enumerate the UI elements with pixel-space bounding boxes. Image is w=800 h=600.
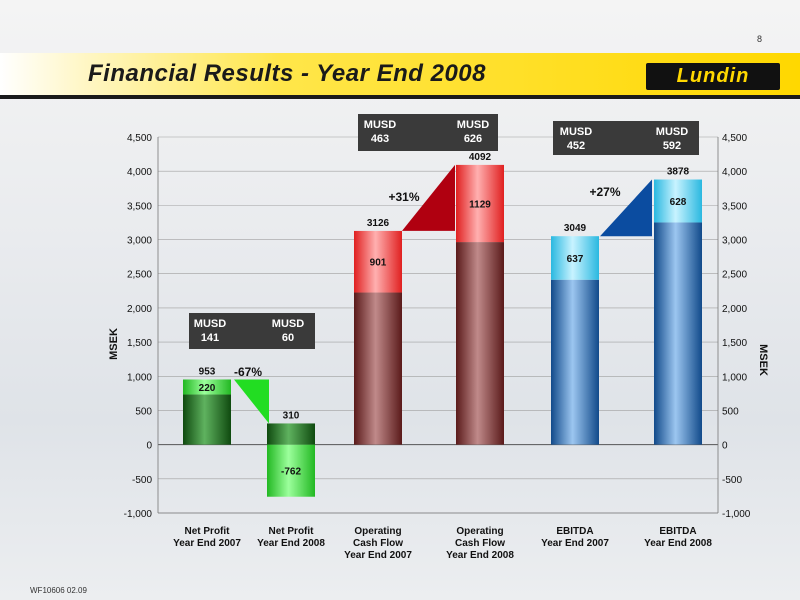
bar-total-label: 3126 (367, 218, 390, 229)
x-category-label: Year End 2008 (257, 538, 325, 549)
musd-value-b: 60 (282, 332, 294, 344)
bar-base (551, 279, 599, 445)
y-tick-label-left: 2,500 (127, 270, 152, 281)
change-percentage: +27% (589, 185, 620, 199)
bar-total-label: 310 (283, 410, 300, 421)
y-tick-label-left: -1,000 (124, 509, 153, 520)
musd-box-background (553, 121, 699, 155)
bar-q4-label: -762 (281, 467, 301, 478)
y-axis-title-right: MSEK (757, 344, 769, 376)
y-tick-label-right: 4,000 (722, 167, 747, 178)
y-tick-label-right: 1,500 (722, 338, 747, 349)
y-tick-label-right: 2,000 (722, 304, 747, 315)
y-tick-label-left: 2,000 (127, 304, 152, 315)
change-percentage: +31% (388, 190, 419, 204)
y-tick-label-left: 4,500 (127, 133, 152, 144)
y-tick-label-left: 4,000 (127, 167, 152, 178)
lundin-logo: Lundin (646, 63, 780, 90)
x-category-label: Year End 2007 (541, 538, 609, 549)
change-percentage: -67% (234, 365, 262, 379)
page-title: Financial Results - Year End 2008 (88, 60, 486, 87)
bar-total-label: 3049 (564, 223, 587, 234)
footer-code: WF10606 02.09 (30, 586, 87, 595)
y-tick-label-left: -500 (132, 475, 152, 486)
musd-box-background (358, 114, 498, 151)
bar-q4-label: 220 (199, 383, 216, 394)
bar-base (654, 222, 702, 445)
bar-q4-label: 901 (370, 258, 387, 269)
bar-group (183, 379, 231, 445)
bar-base (354, 292, 402, 445)
musd-value-b: 592 (663, 140, 681, 152)
x-category-label: EBITDA (659, 526, 696, 537)
bar-total-label: 953 (199, 366, 216, 377)
y-tick-label-right: 0 (722, 441, 728, 452)
musd-box: MUSD 452 MUSD 592 (553, 121, 699, 155)
y-tick-label-right: 500 (722, 406, 739, 417)
y-tick-label-right: 1,000 (722, 372, 747, 383)
bar-group (267, 423, 315, 497)
bar-group (654, 179, 702, 445)
bar-base (456, 242, 504, 445)
x-category-label: Year End 2008 (446, 550, 514, 561)
musd-label-b: MUSD (457, 119, 489, 131)
x-category-label: Cash Flow (455, 538, 505, 549)
x-category-label: Cash Flow (353, 538, 403, 549)
y-axis-title-left: MSEK (108, 328, 120, 360)
page-number: 8 (757, 34, 763, 44)
change-indicator-triangle (234, 379, 269, 424)
x-category-label: Year End 2007 (173, 538, 241, 549)
bar-base (183, 394, 231, 445)
x-category-label: Operating (456, 526, 503, 537)
bar-total-label: 3878 (667, 167, 690, 178)
musd-label-a: MUSD (364, 119, 396, 131)
bar-q4-segment (654, 179, 702, 223)
y-tick-label-right: 4,500 (722, 133, 747, 144)
bar-group (354, 230, 402, 445)
musd-label-a: MUSD (194, 318, 226, 330)
musd-label-b: MUSD (656, 126, 688, 138)
y-tick-label-right: -500 (722, 475, 742, 486)
bar-q4-segment (267, 444, 315, 497)
bar-q4-segment (354, 230, 402, 293)
y-tick-label-left: 3,500 (127, 201, 152, 212)
y-tick-label-right: 3,000 (722, 236, 747, 247)
y-tick-label-right: 2,500 (722, 270, 747, 281)
bar-total-label: 4092 (469, 152, 492, 163)
x-category-label: Year End 2008 (644, 538, 712, 549)
bar-group (456, 164, 504, 445)
y-tick-label-right: 3,500 (722, 201, 747, 212)
musd-label-b: MUSD (272, 318, 304, 330)
bar-q4-label: 1129 (469, 199, 491, 210)
musd-value-a: 452 (567, 140, 585, 152)
bar-q4-segment (183, 379, 231, 395)
musd-value-a: 463 (371, 133, 389, 145)
musd-value-b: 626 (464, 133, 482, 145)
x-category-label: Year End 2007 (344, 550, 412, 561)
bar-group (551, 236, 599, 445)
change-indicator-triangle (402, 164, 455, 231)
musd-box: MUSD 141 MUSD 60 (189, 313, 315, 349)
y-tick-label-left: 3,000 (127, 236, 152, 247)
bar-q4-label: 628 (670, 197, 687, 208)
x-category-label: Operating (354, 526, 401, 537)
y-tick-label-left: 1,000 (127, 372, 152, 383)
y-tick-label-left: 1,500 (127, 338, 152, 349)
x-category-label: Net Profit (185, 526, 231, 537)
bar-q4-segment (551, 236, 599, 280)
musd-label-a: MUSD (560, 126, 592, 138)
musd-box: MUSD 463 MUSD 626 (358, 114, 498, 151)
musd-value-a: 141 (201, 332, 219, 344)
change-indicator-triangle (600, 179, 652, 237)
bar-q4-segment (456, 164, 504, 243)
bar-base (267, 423, 315, 445)
y-tick-label-right: -1,000 (722, 509, 751, 520)
x-category-label: Net Profit (269, 526, 315, 537)
x-category-label: EBITDA (556, 526, 593, 537)
y-tick-label-left: 0 (146, 441, 152, 452)
bar-q4-label: 637 (567, 254, 584, 265)
y-tick-label-left: 500 (135, 406, 152, 417)
musd-box-background (189, 313, 315, 349)
